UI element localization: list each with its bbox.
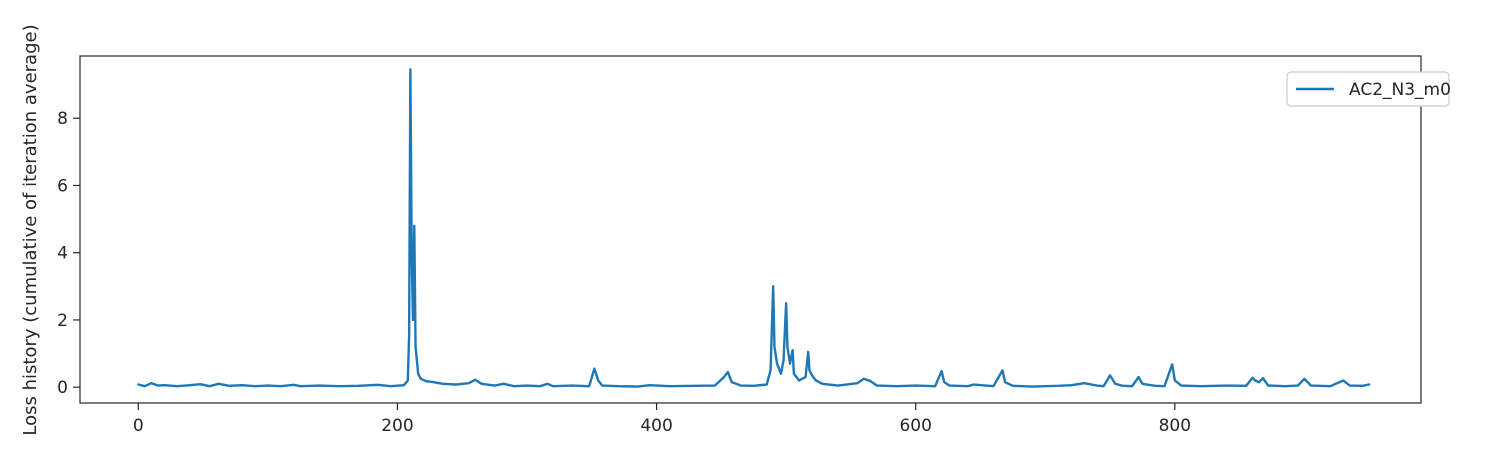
x-tick-label: 200	[381, 416, 413, 436]
plot-area	[80, 56, 1421, 403]
y-axis-label: Loss history (cumulative of iteration av…	[20, 24, 41, 435]
legend-box	[1286, 71, 1450, 107]
y-tick-label: 6	[57, 176, 68, 196]
legend: AC2_N3_m0	[1286, 71, 1451, 107]
x-axis-ticks: 0 200 400 600 800	[133, 403, 1191, 436]
legend-entry-label: AC2_N3_m0	[1349, 80, 1451, 100]
x-tick-label: 400	[640, 416, 672, 436]
axes-frame	[79, 55, 1422, 404]
x-tick-label: 0	[133, 416, 144, 436]
y-tick-label: 0	[57, 378, 68, 398]
series-layer	[137, 68, 1371, 388]
y-tick-label: 2	[57, 311, 68, 331]
series-line-0	[137, 68, 1371, 388]
y-axis-ticks: 0 2 4 6 8	[57, 109, 80, 398]
x-tick-label: 800	[1159, 416, 1191, 436]
x-tick-label: 600	[899, 416, 931, 436]
y-tick-label: 8	[57, 109, 68, 129]
y-tick-label: 4	[57, 244, 68, 264]
